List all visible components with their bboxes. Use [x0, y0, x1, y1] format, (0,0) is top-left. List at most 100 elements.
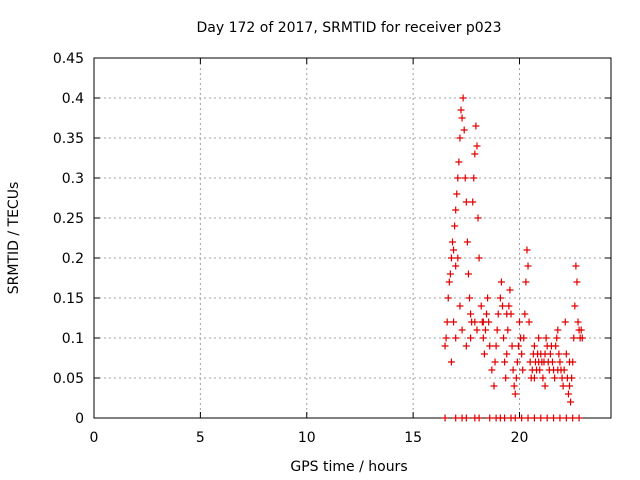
- data-point: [467, 310, 475, 318]
- data-point: [516, 318, 524, 326]
- y-tick-label: 0.1: [62, 331, 84, 347]
- data-point: [480, 350, 488, 358]
- data-point: [454, 174, 462, 182]
- data-point: [506, 286, 514, 294]
- data-point: [452, 206, 460, 214]
- data-point: [466, 294, 474, 302]
- y-axis-label: SRMTID / TECUs: [6, 182, 22, 295]
- data-point: [514, 342, 522, 350]
- data-point: [481, 326, 489, 334]
- data-point: [460, 126, 468, 134]
- data-point: [452, 262, 460, 270]
- y-tick-label: 0.2: [62, 251, 84, 267]
- y-tick-label: 0.35: [53, 131, 84, 147]
- data-point: [483, 310, 491, 318]
- data-point: [451, 222, 459, 230]
- data-point: [490, 382, 498, 390]
- data-point: [503, 350, 511, 358]
- data-point: [561, 318, 569, 326]
- data-point: [492, 342, 500, 350]
- data-point: [550, 414, 558, 422]
- y-tick-label: 0.05: [53, 371, 84, 387]
- data-point: [530, 414, 538, 422]
- data-point: [458, 114, 466, 122]
- data-point: [564, 390, 572, 398]
- data-point: [472, 122, 480, 130]
- data-point: [522, 278, 530, 286]
- y-tick-label: 0.15: [53, 291, 84, 307]
- data-point: [555, 350, 563, 358]
- chart-title: Day 172 of 2017, SRMTID for receiver p02…: [196, 20, 501, 36]
- plot-frame: [93, 57, 612, 419]
- data-point: [535, 334, 543, 342]
- data-point: [463, 238, 471, 246]
- data-point: [462, 414, 470, 422]
- data-point: [518, 414, 526, 422]
- data-point: [462, 198, 470, 206]
- data-point: [570, 334, 578, 342]
- data-point: [572, 262, 580, 270]
- y-tick-label: 0.3: [62, 171, 84, 187]
- x-tick-label: 0: [90, 430, 99, 446]
- data-point: [539, 374, 547, 382]
- data-point: [484, 294, 492, 302]
- data-point: [500, 334, 508, 342]
- data-point: [508, 342, 516, 350]
- data-point: [452, 414, 460, 422]
- data-point: [467, 334, 475, 342]
- data-point: [518, 350, 526, 358]
- data-point: [446, 270, 454, 278]
- data-point: [450, 246, 458, 254]
- data-point: [494, 310, 502, 318]
- data-point: [471, 150, 479, 158]
- data-point: [501, 414, 509, 422]
- data-point: [504, 326, 512, 334]
- data-point: [445, 278, 453, 286]
- data-point: [502, 374, 510, 382]
- data-point: [479, 334, 487, 342]
- data-point: [559, 382, 567, 390]
- data-point: [447, 254, 455, 262]
- data-point: [486, 414, 494, 422]
- data-point: [546, 350, 554, 358]
- data-point: [461, 174, 469, 182]
- data-point: [452, 334, 460, 342]
- data-point: [456, 302, 464, 310]
- data-point: [496, 294, 504, 302]
- data-point: [566, 358, 574, 366]
- data-point: [556, 358, 564, 366]
- data-point: [575, 414, 583, 422]
- y-tick-label: 0.45: [53, 51, 84, 67]
- data-point: [454, 254, 462, 262]
- data-point: [536, 366, 544, 374]
- data-point: [521, 310, 529, 318]
- data-point: [511, 390, 519, 398]
- grid-lines: [94, 58, 611, 418]
- data-point: [520, 334, 528, 342]
- data-point: [509, 366, 517, 374]
- data-point: [503, 310, 511, 318]
- x-tick-label: 15: [404, 430, 422, 446]
- data-point: [447, 358, 455, 366]
- data-point: [548, 358, 556, 366]
- data-point: [458, 326, 466, 334]
- data-point: [560, 366, 568, 374]
- data-points: [441, 94, 586, 422]
- data-point: [453, 190, 461, 198]
- data-point: [441, 342, 449, 350]
- axis-ticks: 0 0.05 0.1 0.15 0.2 0.25 0.3 0.35 0.4 0.45 0 5 10 15 2…: [53, 51, 611, 446]
- data-point: [552, 342, 560, 350]
- data-point: [530, 374, 538, 382]
- data-point: [459, 94, 467, 102]
- x-tick-label: 10: [298, 430, 316, 446]
- y-tick-label: 0: [75, 411, 84, 427]
- data-point: [441, 414, 449, 422]
- data-point: [569, 414, 577, 422]
- data-point: [554, 326, 562, 334]
- data-point: [562, 350, 570, 358]
- y-tick-label: 0.25: [53, 211, 84, 227]
- data-point: [464, 270, 472, 278]
- data-point: [510, 382, 518, 390]
- data-point: [524, 262, 532, 270]
- data-point: [551, 374, 559, 382]
